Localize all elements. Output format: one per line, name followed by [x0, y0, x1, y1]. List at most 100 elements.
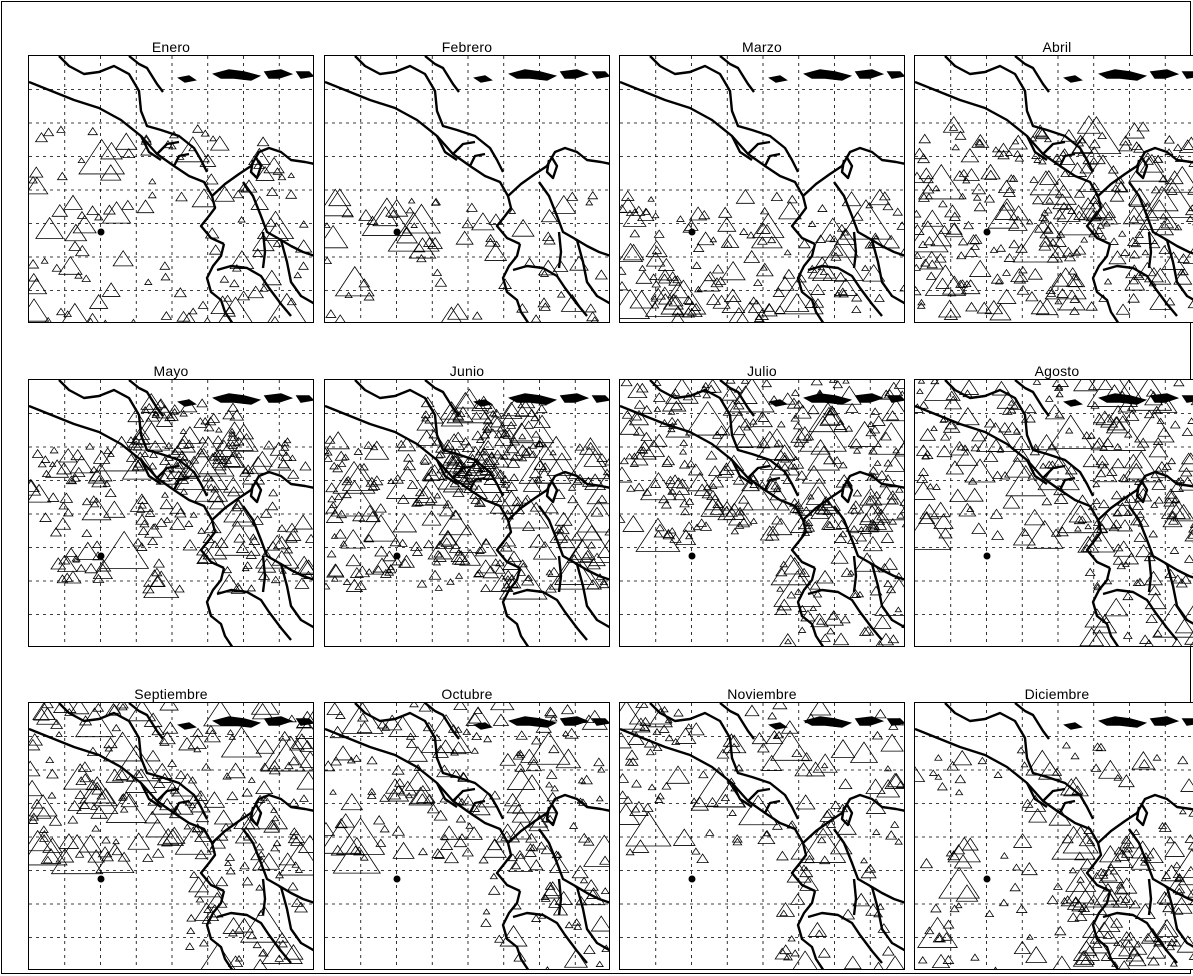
- event-triangle: [174, 507, 187, 518]
- event-triangle: [1107, 939, 1133, 959]
- event-triangle: [518, 443, 572, 484]
- event-triangle: [880, 733, 904, 752]
- event-triangle: [443, 448, 464, 464]
- event-triangle: [530, 736, 542, 745]
- coastlines: [325, 380, 609, 646]
- event-triangle: [93, 787, 118, 807]
- event-triangle: [396, 439, 407, 448]
- event-triangle: [1113, 774, 1123, 781]
- event-triangle: [582, 549, 594, 559]
- event-triangle: [951, 143, 960, 151]
- event-triangle: [854, 552, 880, 572]
- event-triangle: [946, 760, 959, 771]
- event-triangle: [191, 823, 204, 833]
- event-markers: [915, 380, 1193, 646]
- event-triangle: [462, 476, 474, 486]
- event-triangle: [409, 703, 419, 708]
- event-triangle: [230, 582, 246, 594]
- event-triangle: [918, 240, 928, 248]
- event-triangle: [1073, 189, 1086, 198]
- event-triangle: [162, 139, 174, 149]
- event-triangle: [233, 423, 255, 440]
- event-triangle: [461, 441, 476, 453]
- event-triangle: [848, 524, 860, 534]
- event-triangle: [881, 557, 899, 570]
- event-triangle: [492, 454, 510, 468]
- event-triangle: [924, 264, 967, 296]
- event-triangle: [1102, 931, 1113, 939]
- event-triangle: [29, 272, 40, 282]
- event-triangle: [792, 950, 818, 969]
- event-triangle: [532, 540, 558, 560]
- event-triangle: [525, 758, 543, 772]
- event-triangle: [1116, 877, 1138, 894]
- event-triangle: [120, 793, 139, 808]
- event-triangle: [826, 820, 837, 828]
- event-triangle: [1081, 920, 1105, 938]
- event-triangle: [926, 259, 938, 269]
- event-triangle: [136, 505, 146, 513]
- event-triangle: [833, 290, 842, 298]
- event-triangle: [1020, 416, 1029, 423]
- coastline: [205, 567, 234, 646]
- event-triangle: [1176, 935, 1193, 953]
- event-triangle: [645, 240, 668, 258]
- event-triangle: [1027, 267, 1043, 280]
- event-triangle: [1102, 888, 1120, 902]
- event-triangle: [949, 904, 960, 913]
- event-triangle: [1135, 510, 1145, 518]
- event-triangle: [529, 442, 538, 449]
- event-triangle: [841, 908, 856, 920]
- event-triangle: [142, 583, 155, 594]
- coastline: [172, 152, 190, 167]
- event-triangle: [692, 243, 705, 252]
- event-triangle: [263, 819, 280, 833]
- coastline: [1165, 563, 1193, 625]
- month-panel: Junio: [324, 363, 610, 647]
- event-triangle: [837, 287, 848, 296]
- event-triangle: [256, 136, 270, 147]
- event-triangle: [78, 138, 126, 175]
- event-triangle: [1092, 481, 1101, 488]
- event-triangle: [44, 459, 70, 478]
- event-triangle: [385, 564, 397, 574]
- event-triangle: [363, 291, 375, 301]
- event-triangle: [1117, 774, 1135, 788]
- event-triangle: [693, 390, 702, 397]
- event-triangle: [62, 302, 88, 322]
- event-triangle: [404, 770, 431, 791]
- event-triangle: [657, 257, 675, 271]
- event-triangle: [786, 821, 796, 829]
- coastline: [763, 476, 781, 491]
- month-panel: Octubre: [324, 686, 610, 970]
- coastline: [325, 80, 521, 246]
- event-triangle: [1145, 185, 1179, 212]
- event-triangle: [1155, 918, 1179, 937]
- event-triangle: [915, 766, 926, 782]
- event-triangle: [385, 465, 430, 499]
- event-triangle: [893, 380, 904, 389]
- galapagos-island: [983, 228, 991, 236]
- event-triangle: [271, 550, 292, 566]
- event-triangle: [540, 435, 573, 461]
- event-triangle: [145, 818, 170, 838]
- event-triangle: [1045, 286, 1056, 294]
- event-triangle: [875, 639, 884, 646]
- event-triangle: [140, 134, 152, 143]
- event-triangle: [228, 427, 236, 434]
- event-triangle: [635, 382, 649, 393]
- event-triangle: [895, 486, 904, 493]
- event-triangle: [544, 706, 557, 717]
- event-triangle: [787, 455, 805, 469]
- event-triangle: [1058, 289, 1086, 311]
- event-triangle: [158, 472, 171, 482]
- island: [768, 722, 788, 730]
- event-triangle: [816, 504, 830, 515]
- event-triangle: [298, 261, 309, 270]
- event-triangle: [807, 445, 841, 471]
- event-triangle: [993, 771, 1003, 778]
- event-triangle: [865, 494, 879, 505]
- event-triangle: [159, 498, 174, 510]
- event-triangle: [545, 769, 558, 779]
- event-triangle: [452, 463, 466, 474]
